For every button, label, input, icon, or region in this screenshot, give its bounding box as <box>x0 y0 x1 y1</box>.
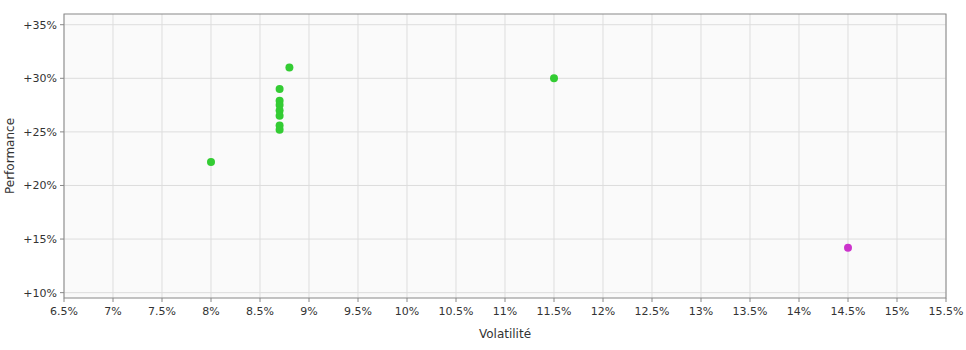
x-tick-label: 8.5% <box>246 305 274 318</box>
plot-frame <box>64 14 946 298</box>
y-tick <box>60 292 64 293</box>
x-grid-line <box>505 14 506 298</box>
y-tick <box>60 185 64 186</box>
x-axis-label: Volatilité <box>479 327 531 341</box>
x-grid-line <box>652 14 653 298</box>
x-grid-line <box>113 14 114 298</box>
plot-background <box>64 14 946 298</box>
x-tick <box>309 298 310 302</box>
x-tick-label: 15.5% <box>929 305 964 318</box>
x-tick <box>162 298 163 302</box>
x-tick <box>799 298 800 302</box>
scatter-point <box>550 74 558 82</box>
x-tick-label: 8% <box>202 305 219 318</box>
x-tick-label: 9% <box>300 305 317 318</box>
x-grid-line <box>358 14 359 298</box>
scatter-point <box>844 244 852 252</box>
x-tick <box>113 298 114 302</box>
y-grid-line <box>64 131 946 132</box>
x-grid-line <box>554 14 555 298</box>
grid <box>60 14 946 302</box>
y-tick-label: +10% <box>23 287 57 300</box>
x-tick-label: 15% <box>885 305 909 318</box>
y-tick-label: +35% <box>23 19 57 32</box>
series-0 <box>207 64 558 166</box>
x-grid-line <box>407 14 408 298</box>
x-grid-line <box>897 14 898 298</box>
y-grid-line <box>64 185 946 186</box>
x-tick <box>260 298 261 302</box>
x-tick-label: 12% <box>591 305 615 318</box>
y-tick <box>60 239 64 240</box>
scatter-point <box>276 112 284 120</box>
x-grid-line <box>799 14 800 298</box>
y-tick <box>60 24 64 25</box>
x-grid-line <box>456 14 457 298</box>
x-tick-label: 14% <box>787 305 811 318</box>
x-grid-line <box>750 14 751 298</box>
x-grid-line <box>309 14 310 298</box>
chart: 6.5% 7% 7.5% 8% 8.5% 9% 9.5% 10% 10.5% 11% 11.5% 12… <box>0 0 966 350</box>
x-grid-line <box>848 14 849 298</box>
x-tick-label: 13% <box>689 305 713 318</box>
x-grid-line <box>701 14 702 298</box>
x-tick <box>897 298 898 302</box>
y-grid-line <box>64 24 946 25</box>
x-grid-line <box>260 14 261 298</box>
x-tick <box>211 298 212 302</box>
points <box>207 64 852 252</box>
y-axis-label: Performance <box>3 118 17 194</box>
y-tick <box>60 78 64 79</box>
scatter-point <box>285 64 293 72</box>
x-tick <box>358 298 359 302</box>
x-grid-line <box>162 14 163 298</box>
y-tick-label: +25% <box>23 126 57 139</box>
x-tick <box>64 298 65 302</box>
y-grid-line <box>64 78 946 79</box>
x-grid-line <box>603 14 604 298</box>
x-tick-label: 7% <box>104 305 121 318</box>
x-tick <box>701 298 702 302</box>
x-tick-label: 11% <box>493 305 517 318</box>
tick-labels: 6.5% 7% 7.5% 8% 8.5% 9% 9.5% 10% 10.5% 11% 11.5% 12… <box>23 19 963 318</box>
x-tick-label: 11.5% <box>537 305 572 318</box>
x-tick <box>603 298 604 302</box>
y-tick-label: +20% <box>23 179 57 192</box>
x-tick <box>407 298 408 302</box>
x-tick-label: 14.5% <box>831 305 866 318</box>
x-tick <box>505 298 506 302</box>
x-tick-label: 12.5% <box>635 305 670 318</box>
x-tick <box>554 298 555 302</box>
scatter-point <box>276 85 284 93</box>
x-tick <box>848 298 849 302</box>
scatter-point <box>207 158 215 166</box>
x-tick-label: 10.5% <box>439 305 474 318</box>
x-tick-label: 6.5% <box>50 305 78 318</box>
scatter-point <box>276 126 284 134</box>
y-tick <box>60 131 64 132</box>
x-tick-label: 7.5% <box>148 305 176 318</box>
y-tick-label: +30% <box>23 72 57 85</box>
x-tick-label: 9.5% <box>344 305 372 318</box>
x-tick <box>652 298 653 302</box>
x-tick <box>456 298 457 302</box>
x-tick-label: 13.5% <box>733 305 768 318</box>
x-tick <box>750 298 751 302</box>
y-grid-line <box>64 292 946 293</box>
x-tick <box>946 298 947 302</box>
x-grid-line <box>211 14 212 298</box>
y-grid-line <box>64 239 946 240</box>
y-tick-label: +15% <box>23 233 57 246</box>
x-tick-label: 10% <box>395 305 419 318</box>
series-1 <box>844 244 852 252</box>
